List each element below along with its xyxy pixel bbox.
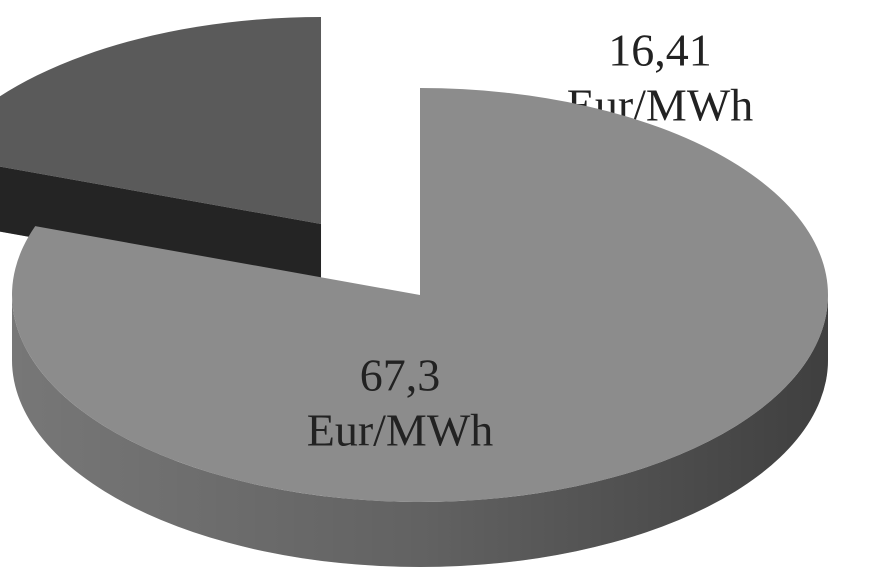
data-label: 67,3 [360,350,441,401]
slice-face-shade [0,166,322,290]
slice-top [0,17,322,225]
data-label: 16,41 [608,25,712,76]
slice-top [11,88,828,503]
data-label-unit: Eur/MWh [307,405,494,456]
slice-side-shade [12,295,828,567]
